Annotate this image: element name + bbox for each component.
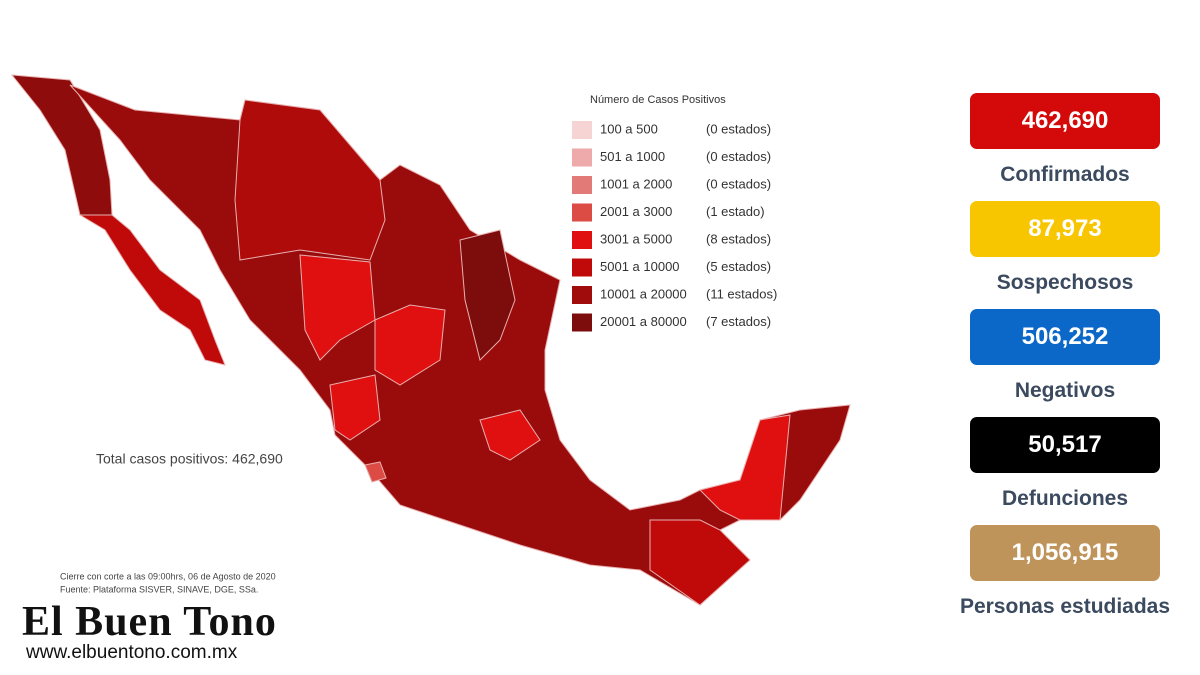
legend-count: (0 estados) — [706, 149, 771, 164]
jalisco — [329, 374, 381, 441]
stat-value: 50,517 — [970, 417, 1160, 473]
legend-count: (5 estados) — [706, 259, 771, 274]
legend-count: (1 estado) — [706, 204, 765, 219]
legend-swatch — [572, 148, 592, 167]
total-label: Total casos positivos: 462,690 — [96, 451, 283, 467]
legend-swatch — [572, 286, 592, 304]
legend-range: 100 a 500 — [600, 121, 658, 136]
chiapas — [649, 519, 751, 606]
cdmx — [479, 409, 541, 461]
note: Cierre con corte a las 09:00hrs, 06 de A… — [60, 571, 276, 581]
legend-range: 501 a 1000 — [600, 149, 665, 164]
nuevo-leon — [459, 229, 516, 361]
map: Número de Casos Positivos 100 a 500 (0 es… — [10, 74, 851, 606]
legend-swatch — [572, 258, 592, 277]
stat-label: Defunciones — [1001, 487, 1129, 510]
stat-label: Confirmados — [1000, 163, 1130, 186]
legend-count: (8 estados) — [706, 231, 771, 246]
colima — [364, 461, 387, 483]
stat-value: 87,973 — [970, 201, 1160, 257]
durango — [299, 254, 376, 361]
map-states — [10, 74, 851, 606]
brand: El Buen Tono — [22, 599, 277, 645]
legend-title: Número de Casos Positivos — [590, 94, 726, 106]
chihuahua — [234, 99, 386, 261]
stat-value: 1,056,915 — [970, 525, 1160, 581]
stat-label: Negativos — [1014, 379, 1116, 402]
legend-swatch — [572, 203, 592, 222]
baja-california-sur — [78, 214, 226, 366]
legend-range: 1001 a 2000 — [600, 176, 672, 191]
legend-range: 20001 a 80000 — [600, 314, 687, 329]
legend-swatch — [572, 313, 592, 332]
legend-count: (0 estados) — [706, 176, 771, 191]
stat-label: Personas estudiadas — [959, 595, 1171, 618]
legend-swatch — [572, 231, 592, 249]
legend: 100 a 500 (0 estados) 501 a 1000 (0 estados… — [572, 121, 777, 332]
yucatan — [699, 414, 791, 521]
note: Fuente: Plataforma SISVER, SINAVE, DGE, … — [60, 584, 258, 594]
legend-range: 5001 a 10000 — [600, 259, 680, 274]
stat-value: 506,252 — [970, 309, 1160, 365]
stat-value: 462,690 — [970, 93, 1160, 149]
legend-count: (7 estados) — [706, 314, 771, 329]
legend-swatch — [572, 121, 592, 139]
legend-count: (11 estados) — [706, 286, 777, 301]
legend-count: (0 estados) — [706, 121, 771, 136]
brand-url: www.elbuentono.com.mx — [26, 642, 238, 663]
legend-swatch — [572, 176, 592, 194]
legend-range: 3001 a 5000 — [600, 231, 672, 246]
zacatecas — [374, 304, 446, 386]
stat-label: Sospechosos — [996, 271, 1134, 294]
legend-range: 2001 a 3000 — [600, 204, 672, 219]
legend-range: 10001 a 20000 — [600, 286, 687, 301]
